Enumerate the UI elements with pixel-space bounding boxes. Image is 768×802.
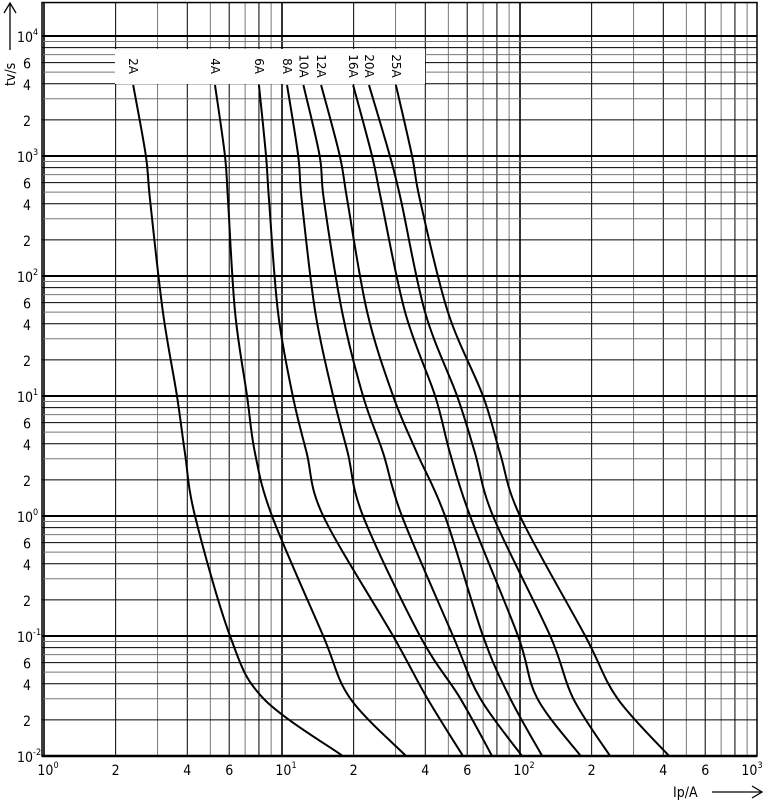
x-axis-title: Ip/A (673, 785, 764, 801)
y-tick-label: 2 (23, 354, 31, 370)
curve-4a (214, 84, 407, 757)
x-tick-label: 4 (421, 763, 429, 779)
y-tick-label: 4 (23, 678, 31, 694)
y-tick-label: 10-1 (17, 628, 41, 646)
curve-label-10a: 10A (296, 54, 310, 78)
x-tick-label: 6 (225, 763, 233, 779)
y-tick-label: 4 (23, 558, 31, 574)
y-tick-label: 4 (23, 78, 31, 94)
curve-label-2a: 2A (126, 58, 140, 75)
x-tick-label: 2 (350, 763, 358, 779)
y-tick-label: 100 (17, 508, 38, 526)
x-axis-label: Ip/A (673, 785, 698, 801)
y-axis-label: tv/s (3, 63, 19, 86)
y-axis-title: tv/s (3, 1, 19, 86)
x-tick-label: 103 (741, 761, 762, 779)
x-tick-labels: 100 2 4 6 101 2 4 6 102 2 4 6 103 (37, 761, 762, 779)
y-tick-label: 2 (23, 594, 31, 610)
plot-border (41, 1, 758, 757)
curve-label-6a: 6A (252, 58, 266, 75)
curve-6a (257, 84, 464, 757)
curve-labels: 2A 4A 6A 8A 10A 12A 16A 20A 25A (126, 54, 403, 78)
x-tick-label: 4 (659, 763, 667, 779)
x-tick-label: 102 (513, 761, 534, 779)
y-tick-label: 4 (23, 198, 31, 214)
curve-20a (368, 84, 611, 757)
y-axis-arrowhead-icon (3, 1, 17, 14)
x-tick-label: 101 (275, 761, 296, 779)
x-tick-label: 100 (37, 761, 58, 779)
y-tick-label: 2 (23, 234, 31, 250)
curve-12a (320, 84, 544, 757)
x-tick-label: 4 (183, 763, 191, 779)
curve-label-20a: 20A (362, 54, 376, 78)
curve-label-25a: 25A (389, 54, 403, 78)
curve-8a (286, 84, 493, 757)
curves (132, 84, 670, 757)
curve-16a (352, 84, 582, 757)
y-tick-label: 6 (23, 177, 31, 193)
label-box (115, 49, 425, 84)
x-axis-arrowhead-icon (751, 785, 764, 799)
curve-label-8a: 8A (280, 58, 294, 75)
y-tick-label: 103 (17, 148, 38, 166)
y-tick-label: 6 (23, 417, 31, 433)
grid (41, 1, 758, 758)
curve-2a (132, 84, 344, 757)
x-tick-label: 6 (463, 763, 471, 779)
curve-10a (302, 84, 523, 757)
x-tick-label: 2 (588, 763, 596, 779)
y-tick-label: 102 (17, 268, 38, 286)
y-tick-label: 104 (17, 28, 38, 46)
y-tick-label: 4 (23, 438, 31, 454)
x-tick-label: 2 (112, 763, 120, 779)
y-tick-label: 6 (23, 297, 31, 313)
y-tick-label: 2 (23, 714, 31, 730)
y-tick-label: 10-2 (17, 748, 41, 766)
curve-25a (394, 84, 670, 757)
y-tick-label: 4 (23, 318, 31, 334)
x-tick-label: 6 (701, 763, 709, 779)
curve-label-12a: 12A (314, 54, 328, 78)
curve-label-16a: 16A (346, 54, 360, 78)
curve-label-4a: 4A (208, 58, 222, 75)
y-tick-label: 6 (23, 657, 31, 673)
y-tick-label: 2 (23, 114, 31, 130)
y-tick-label: 101 (17, 388, 38, 406)
y-tick-label: 6 (23, 57, 31, 73)
y-tick-labels: 10-2 2 4 6 10-1 2 4 6 100 2 4 6 101 2 4 6 102 2 4 6 103 2 4 6 10… (17, 28, 41, 766)
y-tick-label: 2 (23, 474, 31, 490)
y-tick-label: 6 (23, 537, 31, 553)
